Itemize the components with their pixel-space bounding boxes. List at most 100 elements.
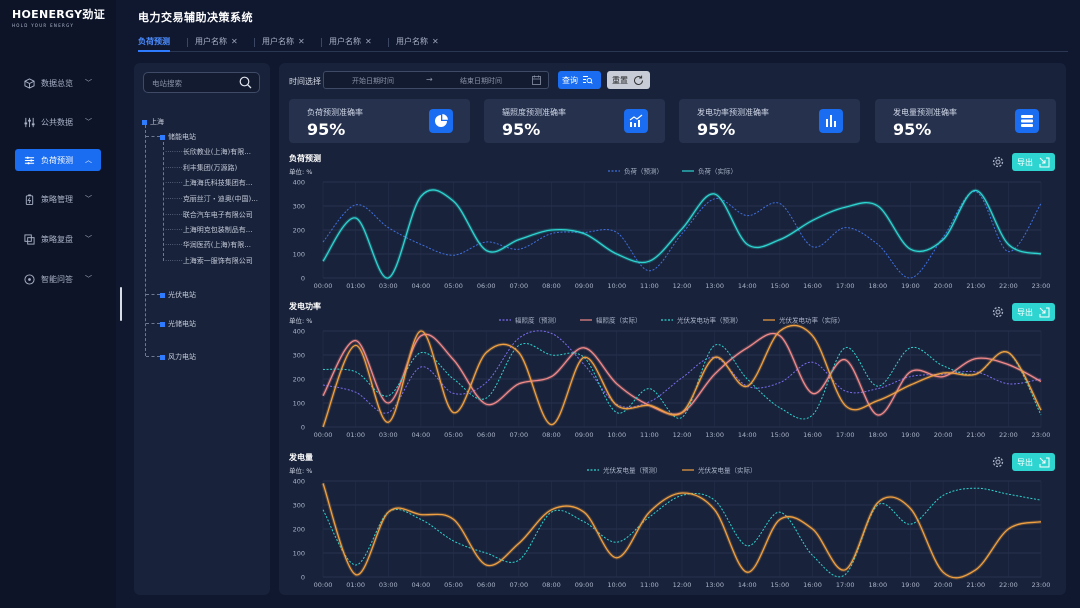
- kpi-card-irradiance-accuracy: 辐照度预测准确率 95%: [484, 99, 665, 143]
- series-line: [322, 189, 1042, 279]
- export-button[interactable]: 导出: [1012, 453, 1055, 471]
- tree-node-label: 上海海氏科技集团有...: [182, 179, 253, 187]
- chart-title-energy: 发电量: [289, 453, 313, 462]
- tree-node-label: 克丽丝汀・迪奥(中国)...: [182, 195, 258, 203]
- settings-gear-icon[interactable]: [992, 156, 1004, 168]
- query-button[interactable]: 查询: [558, 71, 601, 89]
- x-tick-label: 19:00: [901, 581, 920, 589]
- export-button[interactable]: 导出: [1012, 153, 1055, 171]
- x-tick-label: 21:00: [966, 581, 985, 589]
- tree-node-label: 上海索一服饰有限公司: [182, 257, 253, 265]
- list-icon: [1015, 109, 1039, 133]
- x-tick-label: 04:00: [412, 581, 431, 589]
- x-tick-label: 18:00: [868, 431, 887, 439]
- x-tick-label: 09:00: [575, 581, 594, 589]
- tree-node-pv-storage[interactable]: 光储电站: [160, 319, 196, 329]
- tree-connector: [146, 323, 160, 324]
- x-tick-label: 23:00: [1032, 581, 1051, 589]
- tree-connector: [146, 356, 160, 357]
- sidebar-item-public-data[interactable]: 公共数据 ﹀: [15, 111, 101, 133]
- sidebar-item-data-overview[interactable]: 数据总览 ﹀: [15, 72, 101, 94]
- close-icon[interactable]: ✕: [365, 37, 372, 46]
- y-tick-label: 400: [293, 328, 305, 336]
- x-tick-label: 15:00: [771, 431, 790, 439]
- sidebar-item-label: 策略管理: [41, 194, 73, 204]
- query-label: 查询: [562, 75, 578, 85]
- filter-icon: [24, 155, 35, 166]
- search-placeholder: 电站搜索: [152, 79, 182, 88]
- tree-node-station[interactable]: ········ 华润医药(上海)有限...: [165, 241, 251, 249]
- scrollbar[interactable]: [120, 287, 122, 321]
- x-tick-label: 03:00: [379, 581, 398, 589]
- date-range-picker[interactable]: 开始日期时间 → 结束日期时间: [323, 71, 549, 89]
- tree-node-root[interactable]: 上海: [142, 117, 164, 127]
- sidebar-item-load-forecast[interactable]: 负荷预测 ︿: [15, 149, 101, 171]
- tree-node-station[interactable]: ········ 上海海氏科技集团有...: [165, 179, 253, 187]
- tree-node-label: 光伏电站: [168, 291, 196, 299]
- tree-node-station[interactable]: ········ 长欣教业(上海)有限...: [165, 148, 251, 156]
- export-button[interactable]: 导出: [1012, 303, 1055, 321]
- x-tick-label: 07:00: [509, 431, 528, 439]
- station-search-input[interactable]: 电站搜索: [143, 72, 260, 93]
- close-icon[interactable]: ✕: [432, 37, 439, 46]
- tree-connector: [146, 294, 160, 295]
- tab-divider: [321, 38, 322, 47]
- search-icon[interactable]: [239, 76, 252, 89]
- tab-user-4[interactable]: 用户名称 ✕: [396, 36, 439, 47]
- kpi-value: 95%: [697, 120, 736, 139]
- x-tick-label: 03:00: [379, 431, 398, 439]
- x-tick-label: 07:00: [509, 581, 528, 589]
- close-icon[interactable]: ✕: [298, 37, 305, 46]
- tree-node-pv[interactable]: 光伏电站: [160, 290, 196, 300]
- legend-label: 辐照度（预测）: [515, 316, 561, 325]
- x-tick-label: 05:00: [444, 282, 463, 290]
- tree-node-wind[interactable]: 风力电站: [160, 352, 196, 362]
- calendar-icon[interactable]: [532, 75, 541, 85]
- x-tick-label: 05:00: [444, 581, 463, 589]
- start-date-input[interactable]: 开始日期时间: [352, 77, 394, 85]
- series-line: [322, 191, 1042, 279]
- station-tree: 上海 储能电站 ········ 长欣教业(上海)有限... ········ 利丰…: [134, 63, 270, 595]
- export-label: 导出: [1017, 457, 1033, 467]
- tab-label: 用户名称: [262, 37, 294, 46]
- chevron-down-icon: ﹀: [85, 79, 92, 87]
- settings-gear-icon[interactable]: [992, 306, 1004, 318]
- tab-bar: 负荷预测 用户名称 ✕ 用户名称 ✕ 用户名称 ✕ 用户名称 ✕: [138, 34, 1068, 52]
- y-tick-label: 0: [301, 574, 305, 582]
- x-tick-label: 06:00: [477, 282, 496, 290]
- y-tick-label: 300: [293, 502, 305, 510]
- reset-button[interactable]: 重置: [607, 71, 650, 89]
- chart-power: 单位: % 0 100 200 300 400 00:00 01:00 03:00 04:00 05…: [279, 313, 1066, 443]
- end-date-input[interactable]: 结束日期时间: [460, 77, 502, 85]
- kpi-card-load-accuracy: 负荷预测准确率 95%: [289, 99, 470, 143]
- battery-icon: [24, 193, 35, 205]
- y-tick-label: 200: [293, 227, 305, 235]
- tree-node-station[interactable]: ········ 利丰集团(万源路): [165, 164, 238, 172]
- tab-label: 用户名称: [329, 37, 361, 46]
- tree-node-station[interactable]: ········ 上海索一服饰有限公司: [165, 257, 253, 265]
- sidebar-item-strategy-management[interactable]: 策略管理 ﹀: [15, 188, 101, 210]
- sidebar: HOENERGY劲证 HOLD YOUR ENERGY 数据总览 ﹀ 公共数据 …: [0, 0, 116, 608]
- x-tick-label: 20:00: [934, 431, 953, 439]
- x-tick-label: 16:00: [803, 282, 822, 290]
- refresh-icon: [634, 75, 644, 85]
- close-icon[interactable]: ✕: [231, 37, 238, 46]
- sidebar-item-label: 数据总览: [41, 78, 73, 88]
- tree-connector: [163, 142, 164, 261]
- tab-user-3[interactable]: 用户名称 ✕: [329, 36, 372, 47]
- tree-node-station[interactable]: ········ 上海明克包装制品有...: [165, 226, 253, 234]
- tab-load-forecast[interactable]: 负荷预测: [138, 36, 170, 52]
- settings-gear-icon[interactable]: [992, 456, 1004, 468]
- x-tick-label: 07:00: [509, 282, 528, 290]
- x-tick-label: 14:00: [738, 431, 757, 439]
- x-tick-label: 20:00: [934, 282, 953, 290]
- tab-user-2[interactable]: 用户名称 ✕: [262, 36, 305, 47]
- sidebar-item-strategy-review[interactable]: 策略复盘 ﹀: [15, 228, 101, 250]
- sidebar-item-smart-qa[interactable]: 智能问答 ﹀: [15, 268, 101, 290]
- layers-icon: [24, 233, 35, 245]
- tree-node-station[interactable]: ········ 联合汽车电子有限公司: [165, 211, 253, 219]
- tree-node-station[interactable]: ········ 克丽丝汀・迪奥(中国)...: [165, 195, 258, 203]
- tab-user-1[interactable]: 用户名称 ✕: [195, 36, 238, 47]
- export-icon: [1039, 457, 1050, 467]
- tree-node-storage[interactable]: 储能电站: [160, 132, 196, 142]
